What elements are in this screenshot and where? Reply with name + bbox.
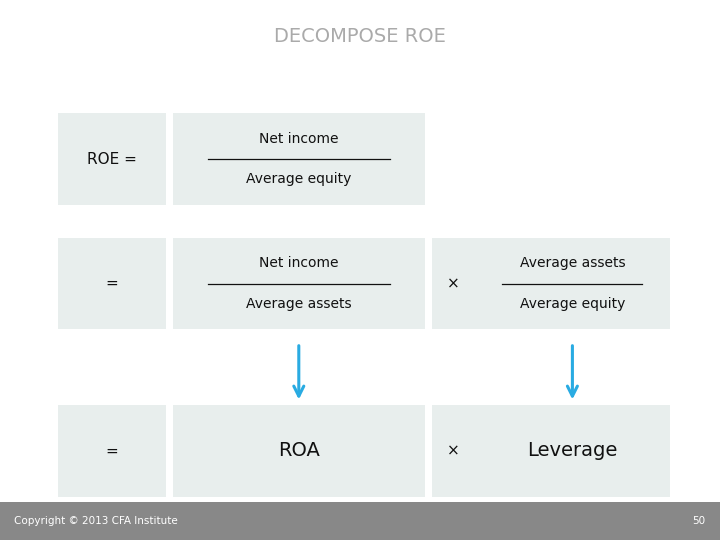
Text: 50: 50 xyxy=(693,516,706,526)
Text: ×: × xyxy=(447,443,460,458)
Bar xyxy=(432,238,475,329)
Text: DECOMPOSE ROE: DECOMPOSE ROE xyxy=(274,27,446,46)
Text: =: = xyxy=(105,443,118,458)
Text: Average assets: Average assets xyxy=(246,296,351,310)
Text: Average assets: Average assets xyxy=(520,256,625,271)
Text: Net income: Net income xyxy=(259,132,338,146)
Text: Net income: Net income xyxy=(259,256,338,271)
Text: =: = xyxy=(105,276,118,291)
Text: Average equity: Average equity xyxy=(246,172,351,186)
Bar xyxy=(432,405,475,497)
Text: Average equity: Average equity xyxy=(520,296,625,310)
Text: ROE =: ROE = xyxy=(86,152,137,167)
Bar xyxy=(0,502,720,540)
Text: ×: × xyxy=(447,276,460,291)
Text: Copyright © 2013 CFA Institute: Copyright © 2013 CFA Institute xyxy=(14,516,178,526)
Text: Leverage: Leverage xyxy=(527,441,618,461)
Text: ROA: ROA xyxy=(278,441,320,461)
